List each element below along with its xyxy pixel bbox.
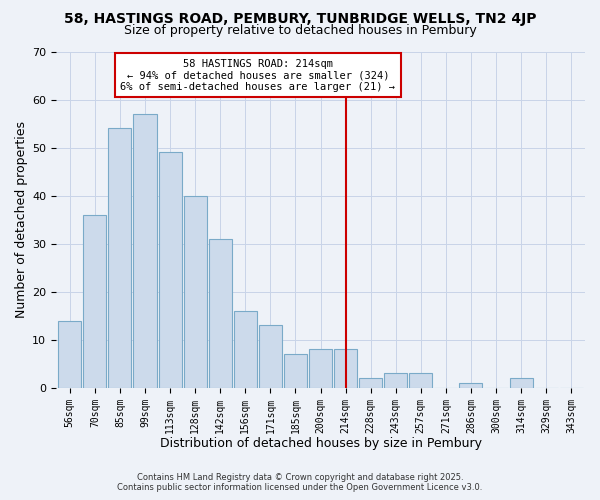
Bar: [259, 326, 282, 388]
Bar: [184, 196, 206, 388]
Bar: [284, 354, 307, 388]
Text: Size of property relative to detached houses in Pembury: Size of property relative to detached ho…: [124, 24, 476, 37]
Bar: [58, 320, 82, 388]
Bar: [234, 311, 257, 388]
Bar: [209, 239, 232, 388]
Text: 58, HASTINGS ROAD, PEMBURY, TUNBRIDGE WELLS, TN2 4JP: 58, HASTINGS ROAD, PEMBURY, TUNBRIDGE WE…: [64, 12, 536, 26]
Bar: [133, 114, 157, 388]
Y-axis label: Number of detached properties: Number of detached properties: [15, 121, 28, 318]
Text: Contains HM Land Registry data © Crown copyright and database right 2025.
Contai: Contains HM Land Registry data © Crown c…: [118, 473, 482, 492]
Bar: [509, 378, 533, 388]
Bar: [83, 215, 106, 388]
Bar: [460, 383, 482, 388]
Bar: [309, 350, 332, 388]
Bar: [158, 152, 182, 388]
Bar: [359, 378, 382, 388]
Bar: [409, 374, 433, 388]
X-axis label: Distribution of detached houses by size in Pembury: Distribution of detached houses by size …: [160, 437, 482, 450]
Bar: [384, 374, 407, 388]
Text: 58 HASTINGS ROAD: 214sqm
← 94% of detached houses are smaller (324)
6% of semi-d: 58 HASTINGS ROAD: 214sqm ← 94% of detach…: [121, 58, 395, 92]
Bar: [109, 128, 131, 388]
Bar: [334, 350, 357, 388]
